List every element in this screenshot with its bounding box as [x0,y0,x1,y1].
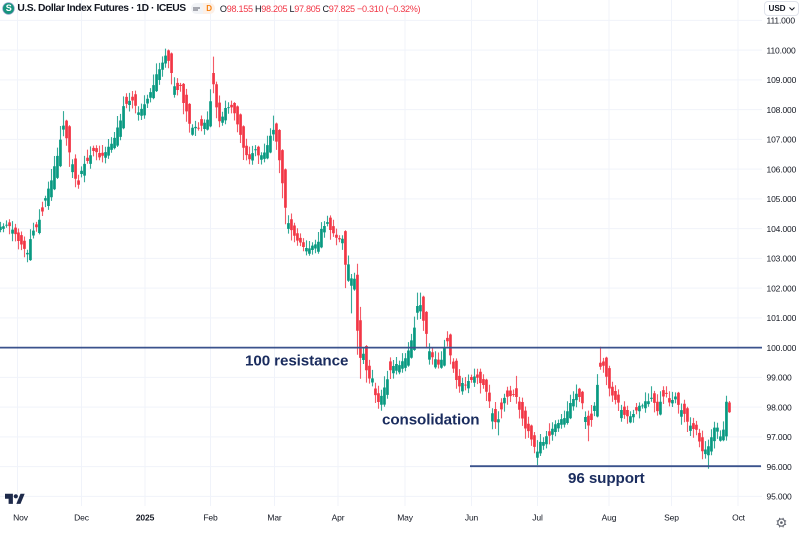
svg-text:109.000: 109.000 [767,75,797,85]
svg-text:103.000: 103.000 [767,254,797,264]
svg-text:106.000: 106.000 [767,164,797,174]
svg-text:Jun: Jun [465,513,479,523]
svg-text:98.000: 98.000 [767,402,793,412]
svg-text:100 resistance: 100 resistance [245,353,348,370]
svg-text:111.000: 111.000 [767,16,796,26]
svg-text:96.000: 96.000 [767,462,793,472]
svg-text:99.000: 99.000 [767,373,793,383]
svg-text:Apr: Apr [332,513,345,523]
svg-text:Sep: Sep [664,513,679,523]
svg-text:101.000: 101.000 [767,313,797,323]
svg-text:96 support: 96 support [568,470,645,487]
svg-text:108.000: 108.000 [767,105,797,115]
svg-text:95.000: 95.000 [767,492,793,502]
svg-text:Feb: Feb [203,513,218,523]
svg-text:102.000: 102.000 [767,283,797,293]
svg-text:110.000: 110.000 [767,45,796,55]
svg-text:100.000: 100.000 [767,343,797,353]
svg-text:2025: 2025 [136,513,155,523]
svg-text:consolidation: consolidation [382,412,479,429]
svg-text:Aug: Aug [602,513,617,523]
svg-text:97.000: 97.000 [767,432,793,442]
svg-text:Mar: Mar [267,513,282,523]
svg-text:107.000: 107.000 [767,135,797,145]
svg-text:105.000: 105.000 [767,194,797,204]
svg-text:May: May [397,513,414,523]
svg-text:Oct: Oct [732,513,746,523]
svg-text:Nov: Nov [13,513,29,523]
svg-text:Jul: Jul [532,513,543,523]
svg-text:104.000: 104.000 [767,224,797,234]
svg-text:Dec: Dec [74,513,90,523]
